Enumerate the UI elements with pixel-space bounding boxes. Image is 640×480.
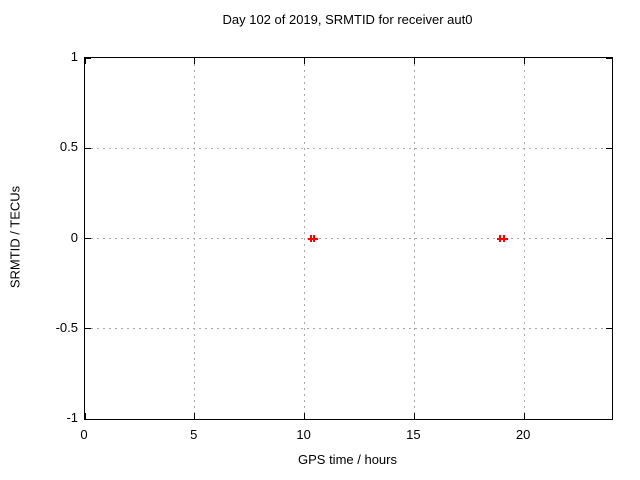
y-tick-mark — [606, 418, 612, 420]
horizontal-gridline — [85, 328, 612, 330]
y-tick-mark — [606, 328, 612, 330]
chart-title: Day 102 of 2019, SRMTID for receiver aut… — [222, 12, 473, 27]
y-tick-label: 1 — [70, 49, 78, 64]
x-tick-label: 0 — [80, 427, 88, 442]
horizontal-gridline — [85, 147, 612, 149]
x-tick-mark — [304, 413, 306, 419]
y-axis-label: SRMTID / TECUs — [7, 185, 23, 289]
y-tick-mark — [606, 57, 612, 59]
x-tick-label: 5 — [190, 427, 198, 442]
plus-marker-vertical-bar — [499, 235, 501, 242]
y-tick-label: 0.5 — [59, 139, 78, 155]
y-tick-mark — [606, 238, 612, 239]
x-tick-label: 10 — [296, 427, 311, 442]
plot-area — [84, 57, 613, 420]
y-tick-mark — [85, 57, 91, 59]
x-tick-label: 15 — [406, 427, 421, 442]
x-tick-mark — [84, 413, 86, 419]
y-tick-label: 0 — [70, 229, 78, 245]
x-tick-label: 20 — [515, 427, 531, 442]
x-axis-label: GPS time / hours — [298, 452, 397, 467]
data-point-marker — [496, 235, 504, 242]
data-point-marker — [310, 235, 318, 242]
y-tick-mark — [85, 418, 91, 420]
y-tick-mark — [606, 147, 612, 149]
x-tick-mark — [194, 58, 196, 64]
plus-marker-vertical-bar — [503, 235, 506, 242]
x-tick-mark — [304, 58, 306, 64]
y-tick-mark — [85, 147, 91, 149]
y-tick-mark — [85, 328, 91, 330]
data-point-marker — [500, 235, 508, 242]
x-tick-mark — [523, 58, 525, 64]
y-tick-mark — [85, 238, 91, 239]
horizontal-gridline — [85, 238, 612, 239]
x-tick-mark — [413, 413, 415, 419]
x-tick-mark — [523, 413, 525, 419]
plus-marker-vertical-bar — [313, 235, 316, 242]
y-tick-label: -1 — [66, 410, 78, 425]
y-tick-label: -0.5 — [55, 319, 78, 335]
x-tick-mark — [84, 58, 86, 64]
x-tick-mark — [413, 58, 415, 64]
x-tick-mark — [194, 413, 196, 419]
